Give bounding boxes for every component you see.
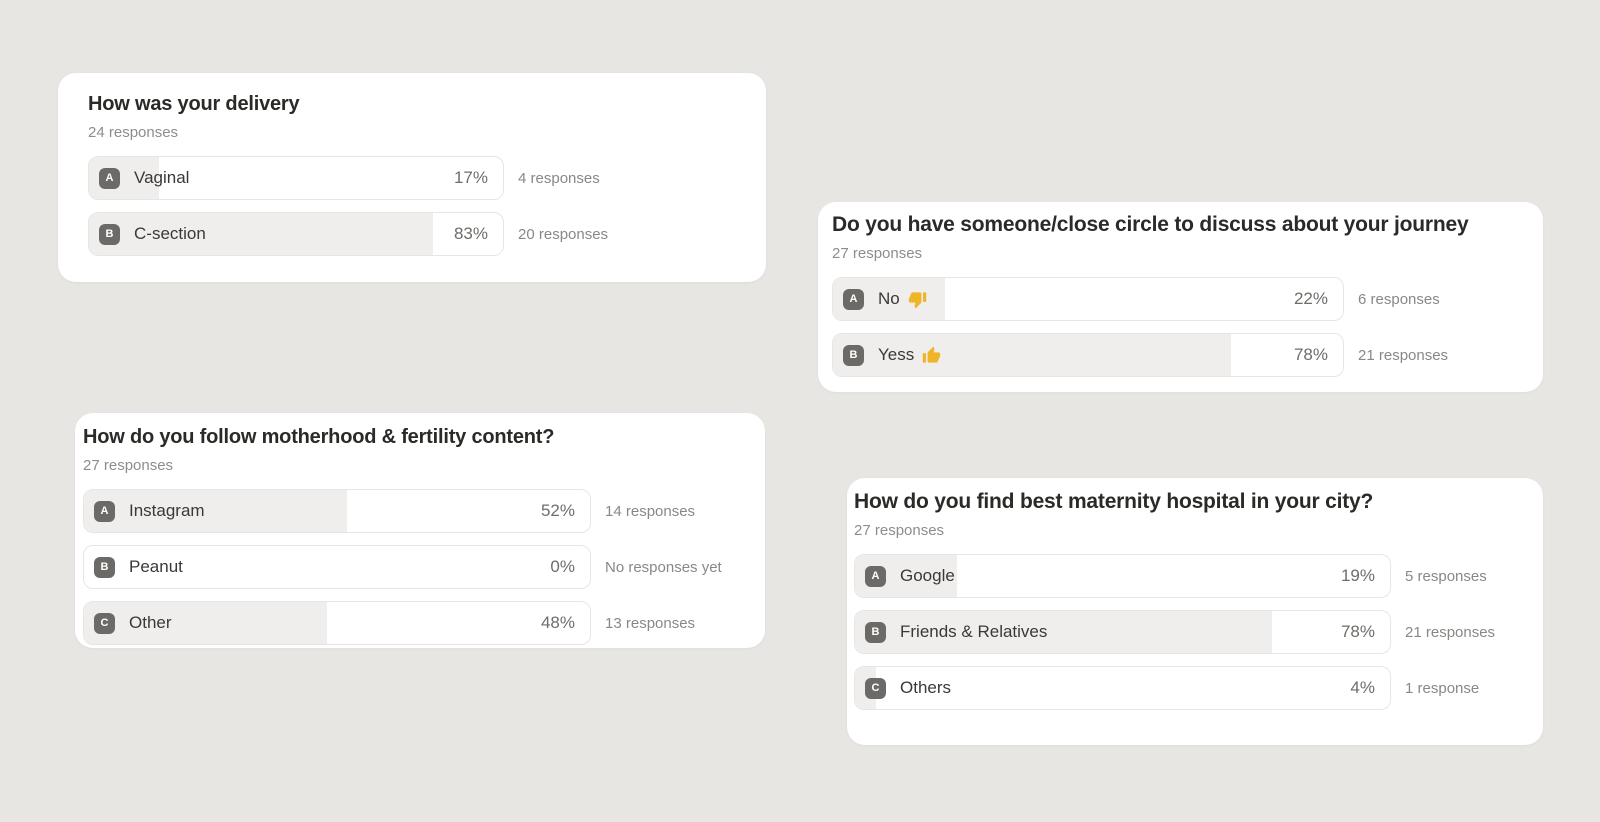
option-percent: 48% [540,613,575,632]
option-letter-badge: B [843,344,864,366]
option-line: A Google 19% 5 responses [854,554,1543,598]
option-percent: 4% [1350,678,1375,697]
option-letter-badge: B [94,556,115,578]
option-percent: 19% [1340,566,1375,585]
option-fill-bar [84,602,327,644]
option-letter-badge: A [99,167,120,189]
question-card-hospital-search: How do you find best maternity hospital … [847,478,1543,745]
responses-count: 24 responses [88,124,179,141]
option-letter-badge: A [94,500,115,522]
option-line: C Others 4% 1 response [854,666,1543,710]
option-label: Friends & Relatives [900,622,1048,641]
option-percent: 17% [453,168,488,187]
option-response-count: 14 responses [605,502,696,520]
option-label: Other [129,613,172,632]
option-label-text: No [878,289,900,308]
option-letter-badge: C [865,677,886,699]
option-response-count: 1 response [1405,679,1480,697]
option-response-count: 21 responses [1358,346,1449,364]
responses-count: 27 responses [832,245,923,262]
question-title: Do you have someone/close circle to disc… [832,213,1469,236]
option-line: A Instagram 52% 14 responses [83,489,765,533]
option-label: Instagram [129,501,205,520]
option-letter-badge: A [843,288,864,310]
thumbs-up-icon [922,346,941,365]
option-row: B C-section 83% [88,212,504,256]
option-letter-badge: A [865,565,886,587]
option-row: B Peanut 0% [83,545,591,589]
option-row: B Friends & Relatives 78% [854,610,1391,654]
option-line: B Friends & Relatives 78% 21 responses [854,610,1543,654]
question-title: How do you follow motherhood & fertility… [83,426,555,448]
question-card-content-follow: How do you follow motherhood & fertility… [75,413,765,648]
option-response-count: 4 responses [518,169,600,187]
thumbs-down-icon [908,290,927,309]
option-letter-badge: B [865,621,886,643]
option-fill-bar [89,213,433,255]
option-line: A Vaginal 17% 4 responses [88,156,766,200]
option-percent: 22% [1293,289,1328,308]
question-card-support-circle: Do you have someone/close circle to disc… [818,202,1543,392]
responses-count: 27 responses [854,522,945,539]
option-label: Google [900,566,955,585]
option-fill-bar [84,490,348,532]
question-title: How was your delivery [88,93,300,115]
option-letter-badge: B [99,223,120,245]
option-label: Peanut [129,557,183,576]
option-percent: 83% [453,224,488,243]
option-percent: 78% [1293,345,1328,364]
option-row: B Yess 78% [832,333,1344,377]
option-percent: 78% [1340,622,1375,641]
option-row: A No 22% [832,277,1344,321]
option-row: A Google 19% [854,554,1391,598]
option-line: B C-section 83% 20 responses [88,212,766,256]
option-letter-badge: C [94,612,115,634]
option-label: No [878,289,927,309]
option-percent: 52% [540,501,575,520]
option-response-count: 13 responses [605,614,696,632]
responses-count: 27 responses [83,457,174,474]
option-fill-bar [855,611,1273,653]
option-response-count: 5 responses [1405,567,1487,585]
option-label: Yess [878,345,941,365]
option-label: Vaginal [134,168,190,187]
option-response-count: No responses yet [605,558,722,576]
option-row: C Other 48% [83,601,591,645]
option-response-count: 21 responses [1405,623,1496,641]
option-row: C Others 4% [854,666,1391,710]
option-line: A No 22% 6 responses [832,277,1543,321]
option-fill-bar [833,334,1231,376]
option-response-count: 20 responses [518,225,609,243]
option-line: B Peanut 0% No responses yet [83,545,765,589]
question-card-delivery: How was your delivery 24 responses A Vag… [58,73,766,282]
option-row: A Vaginal 17% [88,156,504,200]
option-line: B Yess 78% 21 responses [832,333,1543,377]
option-percent: 0% [550,557,575,576]
question-title: How do you find best maternity hospital … [854,490,1374,513]
option-line: C Other 48% 13 responses [83,601,765,645]
option-response-count: 6 responses [1358,290,1440,308]
option-label-text: Yess [878,345,915,364]
option-label: C-section [134,224,206,243]
option-row: A Instagram 52% [83,489,591,533]
option-label: Others [900,678,952,697]
